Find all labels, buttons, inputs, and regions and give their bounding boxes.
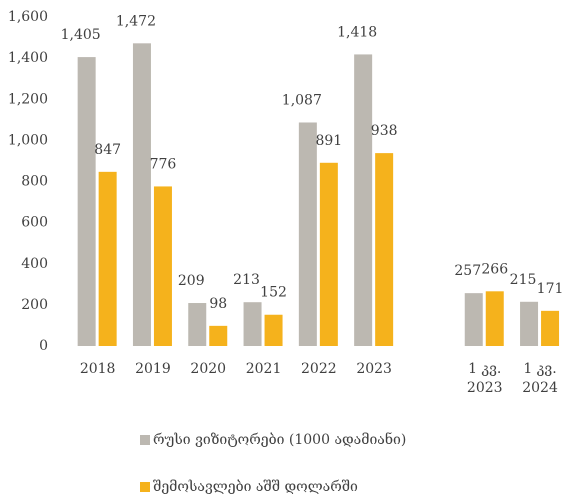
y-tick-label: 1,000 [8, 132, 48, 148]
bar [298, 122, 317, 346]
x-tick-label: 2023 [356, 361, 392, 377]
value-label: 209 [178, 273, 205, 289]
value-label: 152 [260, 285, 287, 301]
bar [209, 325, 228, 346]
x-tick-label: 2021 [245, 361, 282, 377]
bar [188, 303, 207, 346]
value-label: 1,472 [116, 13, 156, 29]
bar [485, 291, 504, 346]
y-tick-label: 400 [21, 256, 48, 272]
y-tick-label: 200 [21, 297, 48, 313]
x-tick-label: 1 კვ. 2024 [522, 361, 558, 396]
value-label: 257 [454, 263, 481, 279]
value-label: 847 [94, 142, 121, 158]
bar [132, 43, 151, 346]
value-label: 266 [481, 261, 508, 277]
bar [541, 310, 560, 346]
bar [520, 301, 539, 346]
bar [264, 314, 283, 346]
y-tick-label: 1,600 [8, 9, 48, 25]
bar [354, 54, 373, 347]
value-label: 891 [315, 133, 342, 149]
legend-swatch [140, 435, 150, 445]
legend-label: რუსი ვიზიტორები (1000 ადამიანი) [153, 432, 407, 448]
x-tick-label: 2018 [79, 361, 116, 377]
legend-swatch [140, 482, 150, 492]
y-tick-label: 800 [21, 174, 48, 190]
bar [464, 293, 483, 346]
legend-item: შემოსავლები აშშ დოლარში [140, 479, 358, 495]
bar [243, 302, 262, 346]
legend-label: შემოსავლები აშშ დოლარში [153, 479, 358, 495]
value-label: 1,405 [61, 27, 101, 43]
y-tick-label: 0 [39, 338, 48, 354]
value-label: 98 [209, 296, 227, 312]
x-tick-label: 2020 [190, 361, 227, 377]
bar [77, 57, 96, 347]
value-label: 1,418 [337, 24, 377, 40]
x-tick-label: 2022 [301, 361, 337, 377]
bar [319, 162, 338, 346]
bar [153, 186, 172, 346]
value-label: 1,087 [282, 92, 322, 108]
x-tick-label: 1 კვ. 2023 [466, 361, 503, 396]
value-label: 213 [233, 272, 260, 288]
y-tick-label: 1,400 [8, 50, 48, 66]
y-tick-label: 1,200 [8, 91, 48, 107]
value-label: 776 [150, 156, 177, 172]
value-label: 171 [537, 281, 563, 297]
x-tick-label: 2019 [135, 361, 171, 377]
bar [98, 171, 117, 346]
bar [375, 153, 394, 346]
y-tick-label: 600 [21, 215, 48, 231]
value-label: 938 [371, 123, 398, 139]
value-label: 215 [510, 272, 537, 288]
legend-item: რუსი ვიზიტორები (1000 ადამიანი) [140, 432, 406, 448]
